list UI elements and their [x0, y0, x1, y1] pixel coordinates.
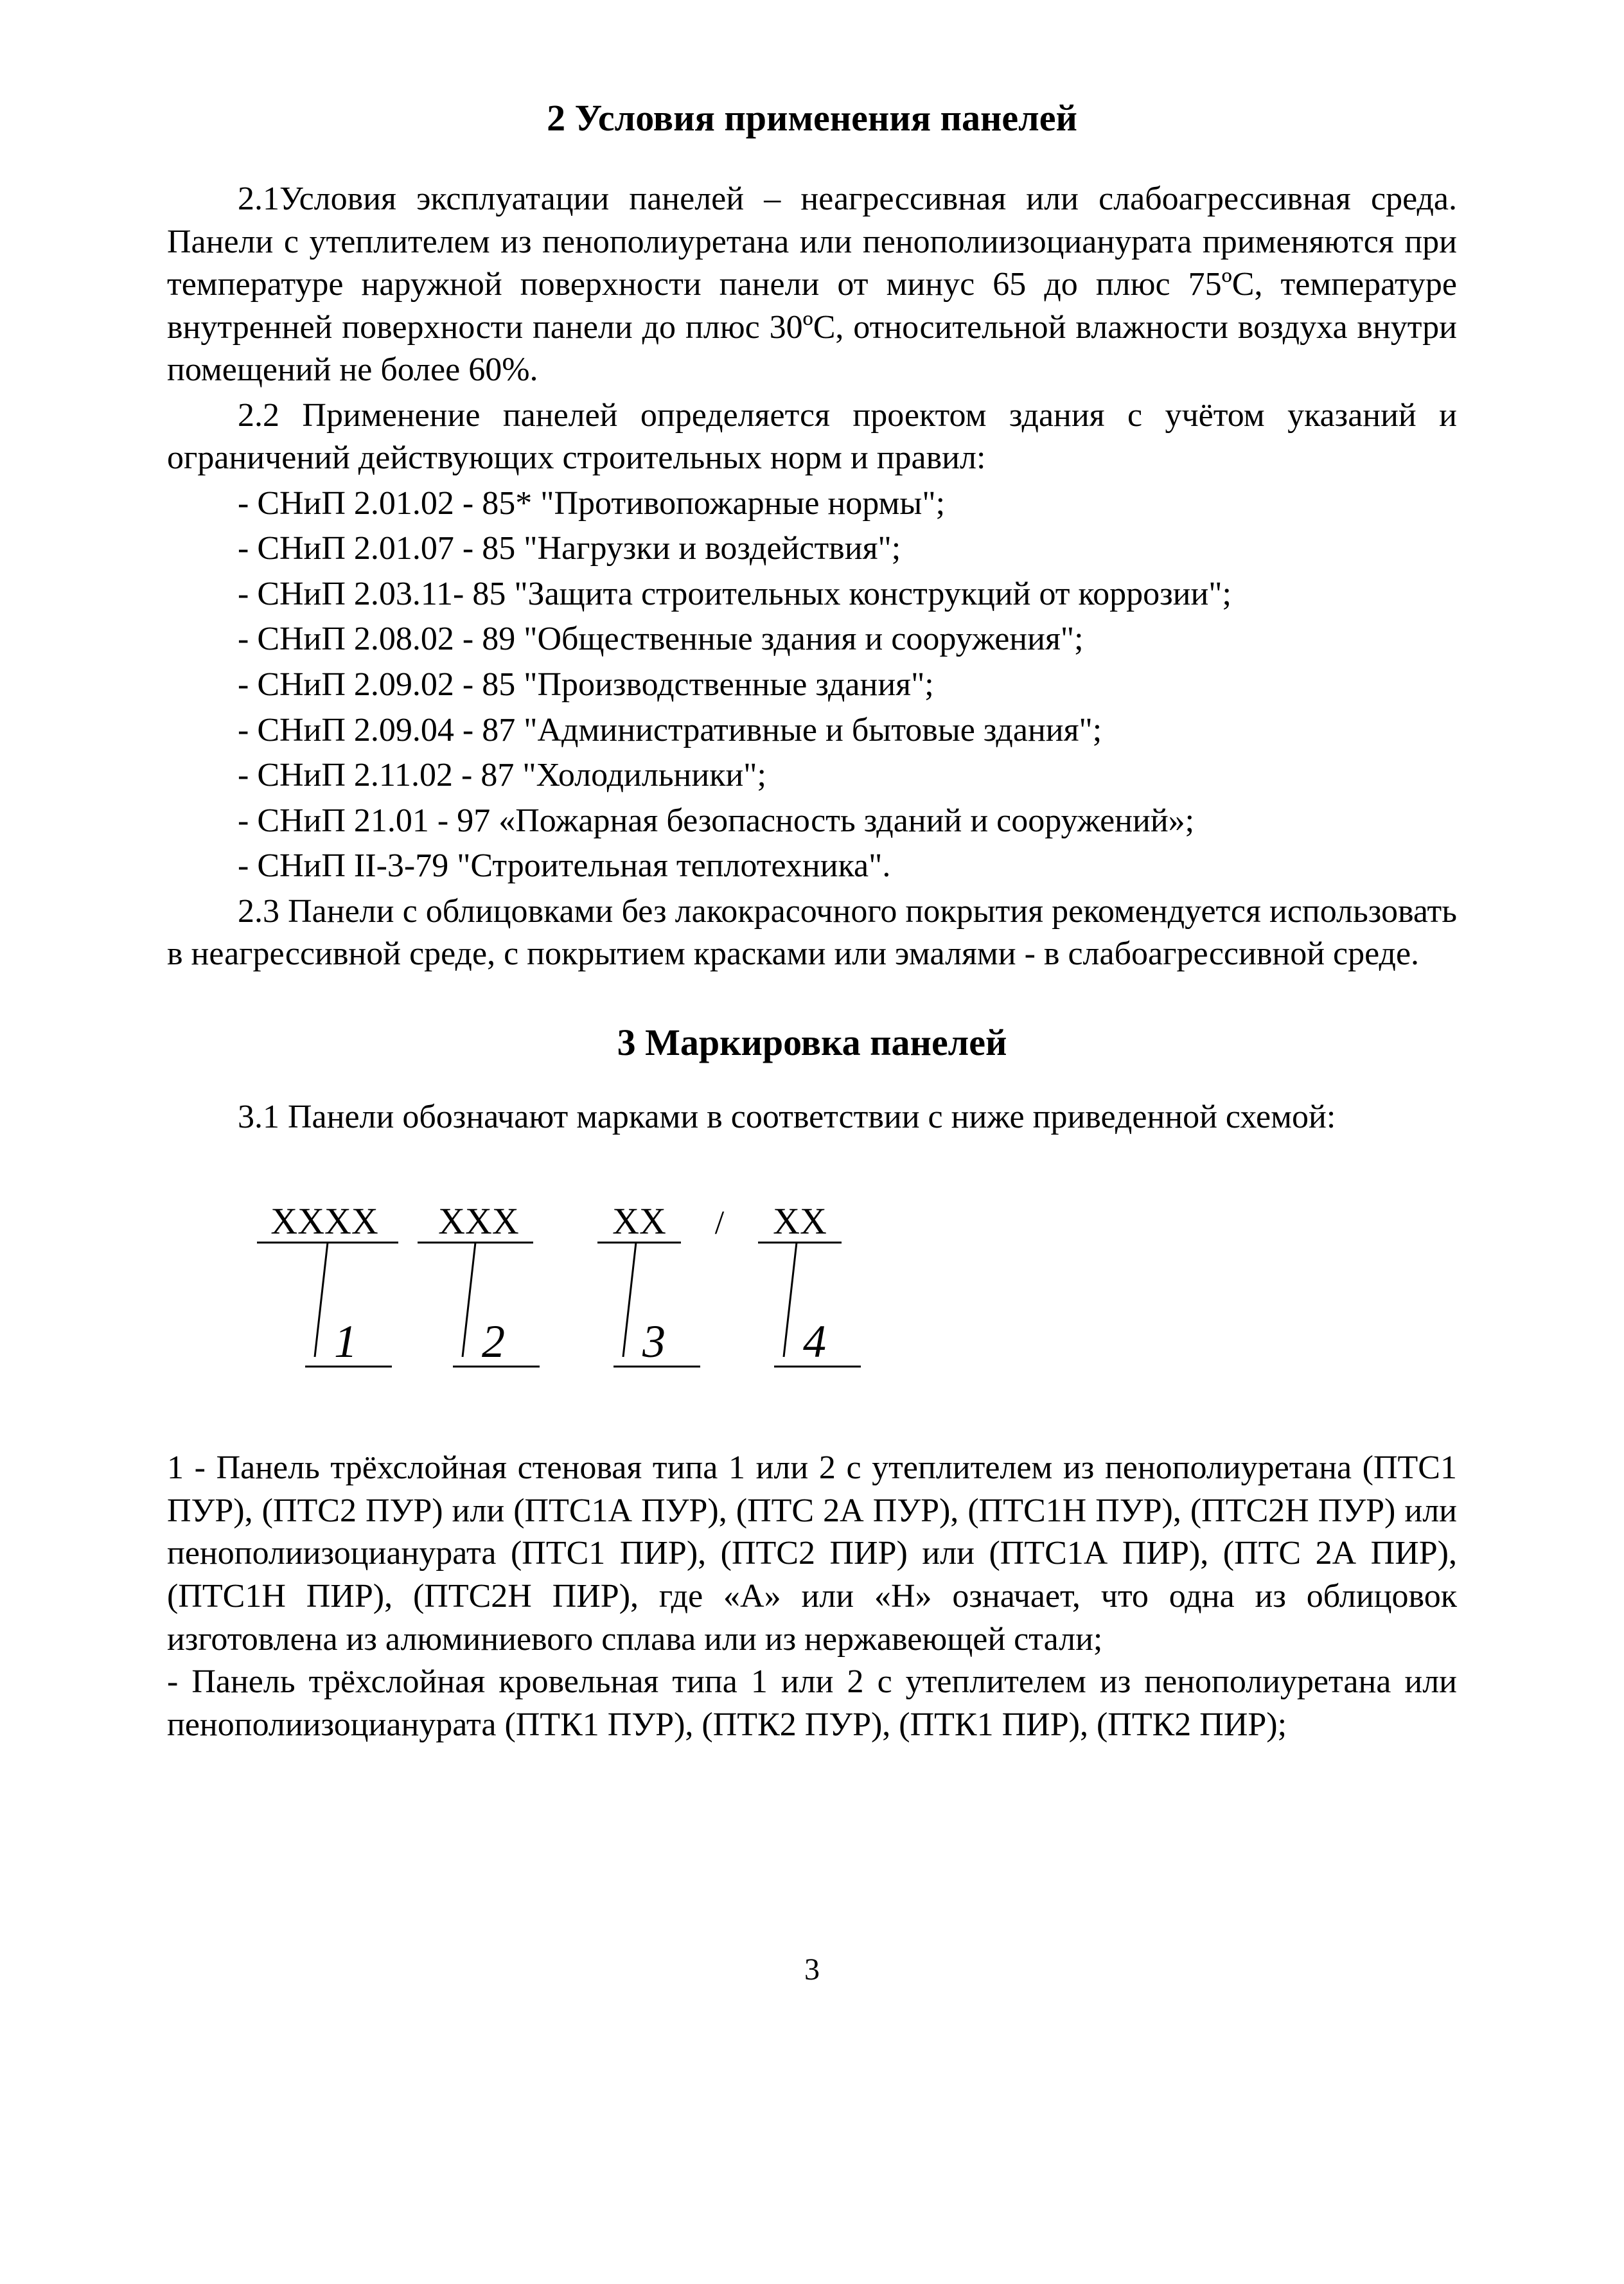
paragraph-2-1: 2.1Условия эксплуатации панелей – неагре… [167, 178, 1457, 392]
diagram-group-number: 2 [482, 1316, 505, 1367]
list-item: - СНиП 2.01.07 - 85 "Нагрузки и воздейст… [167, 527, 1457, 571]
diagram-separator: / [715, 1205, 725, 1241]
diagram-connector [623, 1243, 636, 1357]
diagram-group-number: 4 [803, 1316, 826, 1367]
diagram-group-text: ХХХХ [270, 1200, 378, 1242]
list-item: - СНиП 2.09.02 - 85 "Производственные зд… [167, 664, 1457, 707]
section-2-heading: 2 Условия применения панелей [167, 96, 1457, 139]
diagram-group-text: ХХХ [438, 1200, 519, 1242]
diagram-connector [315, 1243, 328, 1357]
marking-scheme-diagram: ХХХХ 1 ХХХ 2 ХХ 3 / ХХ 4 [251, 1196, 1457, 1408]
list-item: - СНиП 2.09.04 - 87 "Административные и … [167, 709, 1457, 752]
paragraph-2-3: 2.3 Панели с облицовками без лакокрасочн… [167, 890, 1457, 976]
list-item: - СНиП II-3-79 "Строительная теплотехник… [167, 845, 1457, 888]
diagram-group-number: 3 [642, 1316, 666, 1367]
list-item: - СНиП 2.03.11- 85 "Защита строительных … [167, 573, 1457, 616]
list-item: - СНиП 2.01.02 - 85* "Противопожарные но… [167, 482, 1457, 526]
legend-item-2: - Панель трёхслойная кровельная типа 1 и… [167, 1661, 1457, 1746]
paragraph-3-1: 3.1 Панели обозначают марками в соответс… [167, 1096, 1457, 1139]
diagram-connector [784, 1243, 797, 1357]
paragraph-2-2: 2.2 Применение панелей определяется прое… [167, 394, 1457, 480]
diagram-connector [463, 1243, 475, 1357]
diagram-group-number: 1 [334, 1316, 357, 1367]
section-3-heading: 3 Маркировка панелей [167, 1021, 1457, 1064]
page-number: 3 [167, 1952, 1457, 1987]
list-item: - СНиП 21.01 - 97 «Пожарная безопасность… [167, 800, 1457, 843]
list-item: - СНиП 2.11.02 - 87 "Холодильники"; [167, 754, 1457, 797]
diagram-group-text: ХХ [612, 1200, 666, 1242]
legend-item-1: 1 - Панель трёхслойная стеновая типа 1 и… [167, 1447, 1457, 1661]
diagram-group-text: ХХ [773, 1200, 827, 1242]
list-item: - СНиП 2.08.02 - 89 "Общественные здания… [167, 618, 1457, 661]
list-2-2: - СНиП 2.01.02 - 85* "Противопожарные но… [167, 482, 1457, 888]
